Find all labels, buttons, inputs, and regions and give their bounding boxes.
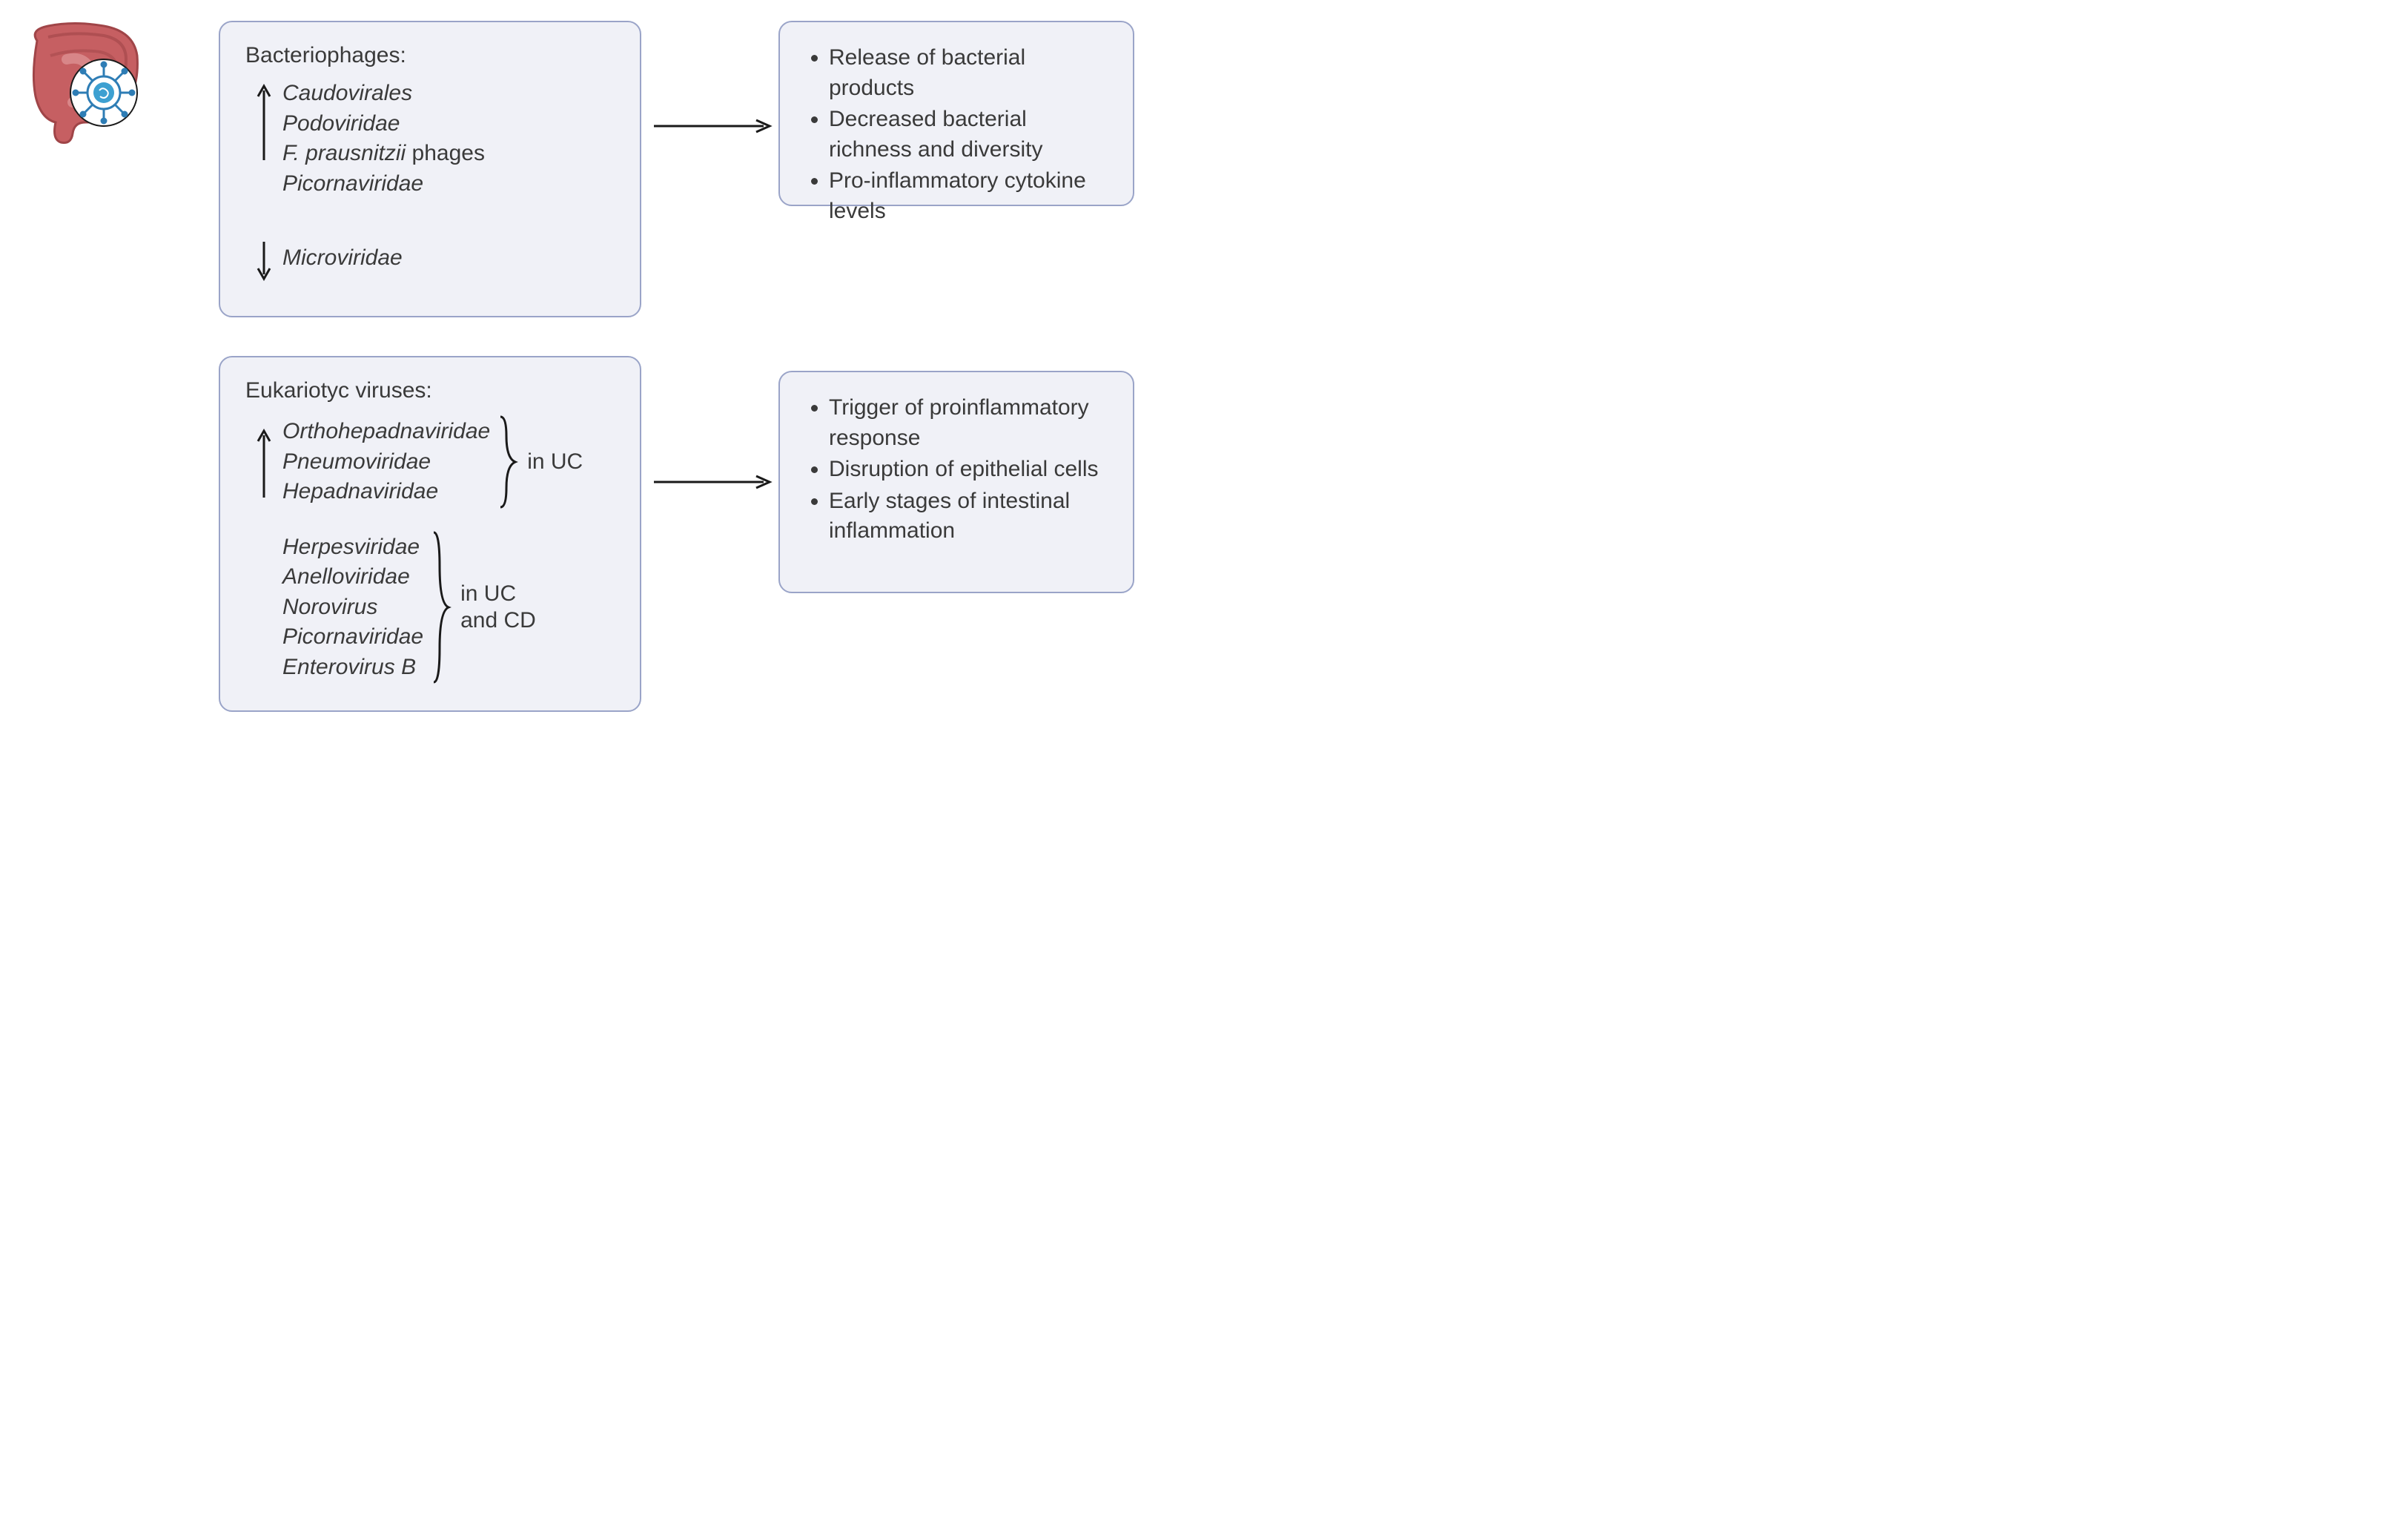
bacteriophages-decreased-list: Microviridae (282, 236, 403, 274)
bacteriophages-box: Bacteriophages: Caudovirales Podoviridae… (219, 21, 641, 317)
list-item: Microviridae (282, 243, 403, 274)
list-item: Early stages of intestinal inflammation (829, 486, 1108, 547)
list-item: Enterovirus B (282, 653, 423, 683)
list-item: Picornaviridae (282, 169, 485, 199)
down-arrow-icon (245, 236, 282, 283)
list-item: F. prausnitzii phages (282, 139, 485, 169)
list-item: Decreased bacterial richness and diversi… (829, 105, 1108, 165)
list-item: Anelloviridae (282, 562, 423, 592)
list-item: Trigger of proinflammatory response (829, 393, 1108, 453)
list-item: Disruption of epithelial cells (829, 455, 1108, 485)
bacteriophages-title: Bacteriophages: (245, 43, 615, 68)
list-item: Release of bacterial products (829, 43, 1108, 103)
list-item: Podoviridae (282, 109, 485, 139)
effects-bottom-list: Trigger of proinflammatory response Disr… (805, 393, 1108, 547)
eukaryotic-box: Eukariotyc viruses: Orthohepadnaviridae … (219, 356, 641, 712)
list-item: Herpesviridae (282, 532, 423, 563)
group1-label: in UC (527, 449, 583, 475)
up-arrow-icon (245, 423, 282, 501)
list-item: Pneumoviridae (282, 447, 490, 478)
eukaryotic-group2-list: Herpesviridae Anelloviridae Norovirus Pi… (282, 532, 423, 683)
gut-virus-icon (15, 15, 163, 148)
effects-bottom-box: Trigger of proinflammatory response Disr… (778, 371, 1134, 593)
list-item: Picornaviridae (282, 622, 423, 653)
bacteriophages-increased-list: Caudovirales Podoviridae F. prausnitzii … (282, 79, 485, 199)
eukaryotic-title: Eukariotyc viruses: (245, 378, 615, 403)
effects-top-list: Release of bacterial products Decreased … (805, 43, 1108, 226)
connector-arrow-bottom (652, 473, 775, 491)
list-item: Norovirus (282, 592, 423, 623)
list-item: Orthohepadnaviridae (282, 417, 490, 447)
up-arrow-icon (245, 79, 282, 163)
connector-arrow-top (652, 117, 775, 135)
list-item: Pro-inflammatory cytokine levels (829, 166, 1108, 226)
eukaryotic-group1-list: Orthohepadnaviridae Pneumoviridae Hepadn… (282, 417, 490, 507)
list-item: Caudovirales (282, 79, 485, 109)
group2-label: in UC and CD (460, 581, 536, 634)
brace-icon (496, 414, 518, 510)
list-item: Hepadnaviridae (282, 477, 490, 507)
brace-icon (429, 529, 452, 685)
effects-top-box: Release of bacterial products Decreased … (778, 21, 1134, 206)
